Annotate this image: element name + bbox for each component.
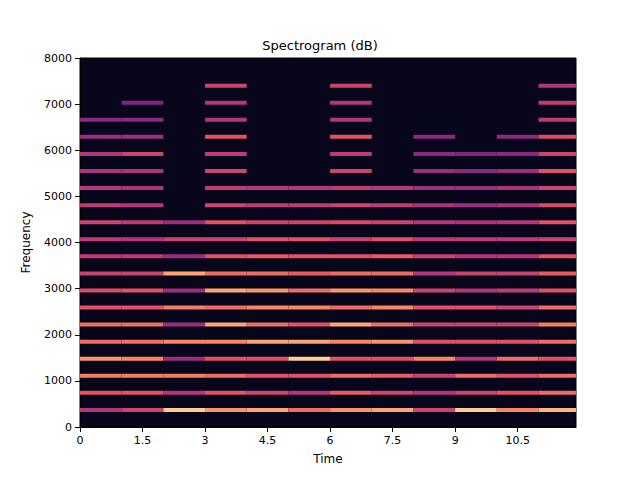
svg-text:3: 3 <box>202 434 209 447</box>
svg-text:8000: 8000 <box>44 52 72 65</box>
svg-text:9: 9 <box>452 434 459 447</box>
svg-text:0: 0 <box>77 434 84 447</box>
svg-text:10.5: 10.5 <box>505 434 530 447</box>
svg-text:2000: 2000 <box>44 328 72 341</box>
svg-text:4000: 4000 <box>44 236 72 249</box>
svg-text:0: 0 <box>65 421 72 434</box>
svg-text:5000: 5000 <box>44 190 72 203</box>
svg-text:1000: 1000 <box>44 374 72 387</box>
svg-text:7.5: 7.5 <box>384 434 402 447</box>
svg-text:Frequency: Frequency <box>19 212 33 274</box>
svg-text:Time: Time <box>312 452 342 466</box>
svg-text:1.5: 1.5 <box>134 434 152 447</box>
svg-text:7000: 7000 <box>44 98 72 111</box>
svg-text:4.5: 4.5 <box>259 434 277 447</box>
svg-text:6: 6 <box>327 434 334 447</box>
svg-text:Spectrogram (dB): Spectrogram (dB) <box>262 38 377 53</box>
svg-text:3000: 3000 <box>44 282 72 295</box>
svg-text:6000: 6000 <box>44 144 72 157</box>
